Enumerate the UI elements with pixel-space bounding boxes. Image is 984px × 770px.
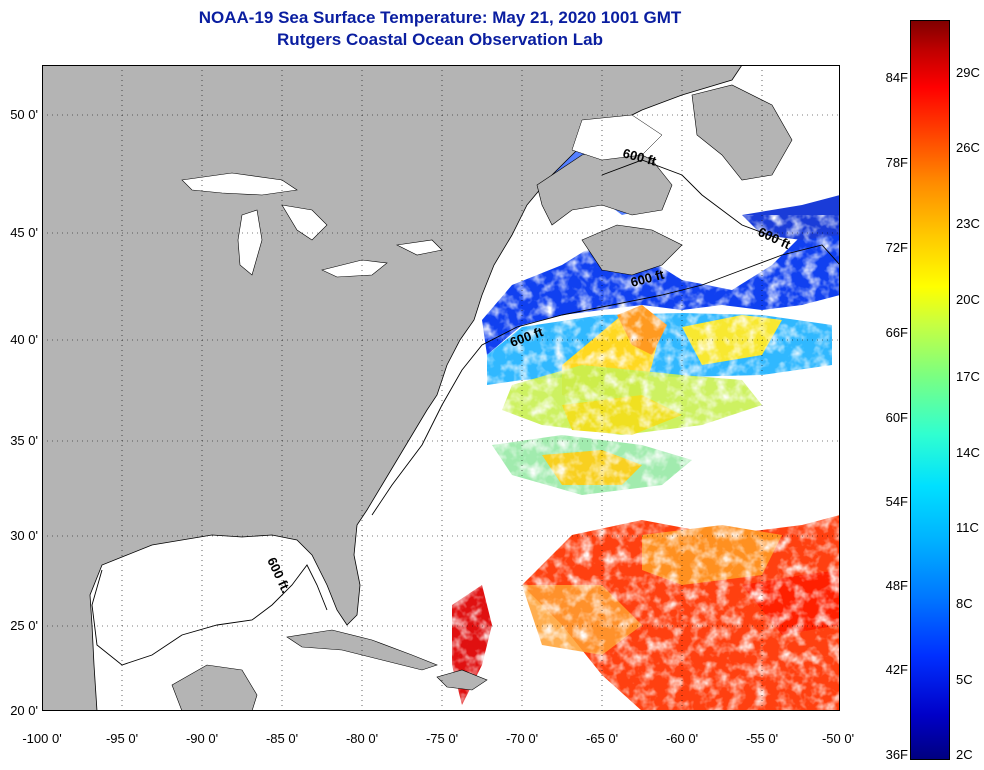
colorbar-f-label: 78F — [885, 155, 908, 170]
great-lakes — [181, 172, 443, 278]
lat-label: 35 0' — [10, 433, 38, 448]
nova-scotia-land — [581, 224, 683, 276]
colorbar-c-label: 29C — [956, 65, 980, 80]
colorbar-c-label: 14C — [956, 445, 980, 460]
colorbar-c-label: 26C — [956, 140, 980, 155]
colorbar-f-label: 36F — [885, 747, 908, 762]
graticule — [42, 65, 840, 711]
lon-label: -85 0' — [265, 731, 299, 746]
map-frame — [42, 65, 840, 711]
lon-label: -70 0' — [505, 731, 539, 746]
depth-contours — [91, 159, 840, 666]
lon-label: -60 0' — [665, 731, 699, 746]
colorbar-f-label: 66F — [885, 325, 908, 340]
lon-label: -65 0' — [585, 731, 619, 746]
colorbar-f-label: 72F — [885, 240, 908, 255]
lat-label: 45 0' — [10, 225, 38, 240]
map-subtitle: Rutgers Coastal Ocean Observation Lab — [277, 30, 603, 49]
colorbar-c-label: 8C — [956, 596, 973, 611]
newfoundland-land — [691, 84, 793, 181]
lat-label: 50 0' — [10, 107, 38, 122]
sst-map: 600 ft. 600 ft 600 ft 600 ft 600 ft — [42, 65, 840, 711]
colorbar-f-label: 54F — [885, 494, 908, 509]
lon-label: -100 0' — [22, 731, 62, 746]
colorbar-f-label: 42F — [885, 662, 908, 677]
colorbar-f-label: 48F — [885, 578, 908, 593]
lon-label: -80 0' — [345, 731, 379, 746]
hispaniola-land — [436, 669, 488, 691]
lon-label: -95 0' — [105, 731, 139, 746]
lon-label: -90 0' — [185, 731, 219, 746]
lat-label: 40 0' — [10, 332, 38, 347]
colorbar-c-label: 11C — [956, 520, 979, 535]
lat-label: 25 0' — [10, 618, 38, 633]
colorbar-c-label: 2C — [956, 747, 973, 762]
lon-label: -55 0' — [745, 731, 779, 746]
temperature-colorbar — [911, 21, 949, 759]
lat-label: 30 0' — [10, 528, 38, 543]
colorbar-c-label: 17C — [956, 369, 980, 384]
lon-label: -50 0' — [821, 731, 855, 746]
cloud-mask — [442, 215, 840, 711]
lon-label: -75 0' — [425, 731, 459, 746]
colorbar-c-label: 23C — [956, 216, 980, 231]
colorbar-c-label: 5C — [956, 672, 973, 687]
lat-label: 20 0' — [10, 703, 38, 718]
colorbar-f-label: 84F — [885, 70, 908, 85]
colorbar-f-label: 60F — [885, 410, 908, 425]
yucatan-land — [171, 664, 258, 711]
colorbar-c-label: 20C — [956, 292, 980, 307]
colorbar-frame — [910, 20, 950, 760]
map-title: NOAA-19 Sea Surface Temperature: May 21,… — [198, 8, 682, 27]
